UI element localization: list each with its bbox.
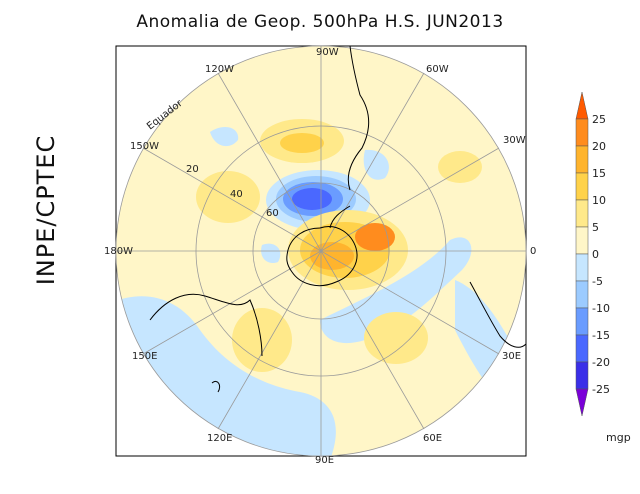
colorbar-tick-label: -5 bbox=[592, 275, 603, 288]
lon-label: 150E bbox=[132, 351, 157, 362]
australia bbox=[149, 293, 263, 357]
south-america bbox=[347, 45, 369, 191]
high-center-peak bbox=[355, 223, 395, 251]
lon-label: 120W bbox=[205, 64, 234, 75]
colorbar-segment bbox=[575, 307, 589, 336]
lon-label: 150W bbox=[130, 141, 159, 152]
colorbar-tick-label: 0 bbox=[592, 248, 599, 261]
colorbar-tick-label: 5 bbox=[592, 221, 599, 234]
high-north-core bbox=[280, 133, 324, 153]
graticule bbox=[115, 45, 527, 457]
antarctica-coast bbox=[286, 226, 358, 287]
colorbar-segment bbox=[575, 361, 589, 390]
colorbar-tick-label: 10 bbox=[592, 194, 606, 207]
colorbar-segment bbox=[575, 226, 589, 255]
lon-label: 90E bbox=[315, 455, 334, 466]
colorbar-segment bbox=[575, 172, 589, 201]
africa bbox=[469, 281, 527, 348]
colorbar-segment bbox=[575, 280, 589, 309]
colorbar-segment bbox=[575, 199, 589, 228]
neg-anomaly-n bbox=[363, 149, 389, 180]
high-southeast bbox=[364, 312, 428, 364]
colorbar-segment bbox=[575, 118, 589, 147]
colorbar-segment bbox=[575, 253, 589, 282]
colorbar-tick-label: -25 bbox=[592, 383, 610, 396]
neg-anomaly-s bbox=[320, 237, 472, 344]
colorbar-segment bbox=[575, 145, 589, 174]
colorbar-tick-label: 25 bbox=[592, 113, 606, 126]
colorbar-segment bbox=[575, 91, 589, 120]
lon-label: 0 bbox=[530, 246, 536, 257]
colorbar-segment bbox=[575, 388, 589, 417]
lon-label: 60W bbox=[426, 64, 449, 75]
high-southwest bbox=[232, 308, 292, 372]
colorbar-tick-label: 20 bbox=[592, 140, 606, 153]
colorbar-tick-label: -15 bbox=[592, 329, 610, 342]
lon-label: 30E bbox=[502, 351, 521, 362]
colorbar-tick-label: -20 bbox=[592, 356, 610, 369]
colorbar-segment bbox=[575, 334, 589, 363]
high-center-core bbox=[310, 242, 354, 270]
longitude-labels: 90W 60W 30W 0 30E 60E 90E 120E 150E 180W… bbox=[104, 47, 536, 466]
colorbar: 25 20 15 10 5 0 -5 -10 -15 -20 -25 bbox=[575, 91, 610, 417]
colorbar-unit: mgp bbox=[606, 431, 631, 444]
new-zealand bbox=[211, 380, 221, 393]
high-east bbox=[438, 151, 482, 183]
lat-label: 60 bbox=[266, 208, 279, 219]
lon-label: 180W bbox=[104, 246, 133, 257]
neg-anomaly-w bbox=[261, 243, 281, 264]
colorbar-tick-label: -10 bbox=[592, 302, 610, 315]
coastlines bbox=[149, 45, 527, 393]
colorbar-tick-label: 15 bbox=[592, 167, 606, 180]
lon-label: 60E bbox=[423, 433, 442, 444]
antarctic-peninsula bbox=[329, 205, 351, 229]
lon-label: 120E bbox=[207, 433, 232, 444]
map-title: Anomalia de Geop. 500hPa H.S. JUN2013 bbox=[136, 12, 504, 32]
lon-label: 90W bbox=[316, 47, 339, 58]
low-core bbox=[292, 188, 332, 210]
lat-label: 40 bbox=[230, 189, 243, 200]
lon-label: 30W bbox=[503, 135, 526, 146]
lat-label: 20 bbox=[186, 164, 199, 175]
neg-anomaly-nw bbox=[210, 126, 239, 147]
